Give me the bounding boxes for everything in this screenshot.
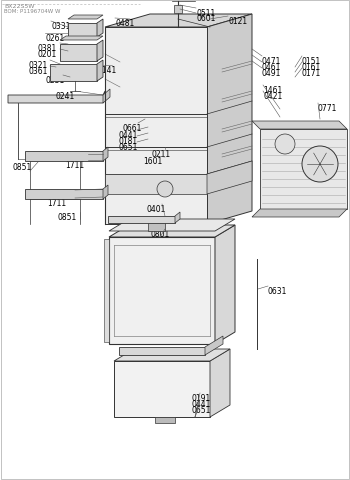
Circle shape xyxy=(275,135,295,155)
Text: 0141: 0141 xyxy=(97,66,116,75)
Polygon shape xyxy=(8,92,105,104)
Polygon shape xyxy=(60,45,97,62)
Text: 0661: 0661 xyxy=(122,124,141,133)
Text: 0261: 0261 xyxy=(45,34,64,43)
Text: 0831: 0831 xyxy=(65,155,84,164)
Polygon shape xyxy=(103,90,110,104)
Text: 0321: 0321 xyxy=(28,61,47,70)
Text: 1711: 1711 xyxy=(47,199,66,207)
Polygon shape xyxy=(260,130,347,210)
Polygon shape xyxy=(97,41,103,62)
Text: 0231: 0231 xyxy=(45,76,64,85)
Polygon shape xyxy=(114,349,230,361)
Polygon shape xyxy=(175,213,180,224)
Polygon shape xyxy=(207,162,252,194)
Polygon shape xyxy=(25,190,103,200)
Text: 1461: 1461 xyxy=(263,86,282,95)
Polygon shape xyxy=(103,148,108,162)
Text: BOM: P1196704W W: BOM: P1196704W W xyxy=(4,9,61,14)
Text: 0331: 0331 xyxy=(51,22,70,31)
Text: 0601: 0601 xyxy=(196,14,215,23)
Polygon shape xyxy=(155,417,175,423)
Text: 0201: 0201 xyxy=(37,50,56,59)
Polygon shape xyxy=(109,219,235,231)
Polygon shape xyxy=(252,122,347,130)
Circle shape xyxy=(302,147,338,182)
Polygon shape xyxy=(105,28,207,225)
Text: 0851: 0851 xyxy=(12,163,31,172)
Polygon shape xyxy=(205,336,223,355)
Polygon shape xyxy=(207,15,252,225)
Polygon shape xyxy=(68,24,97,38)
Circle shape xyxy=(157,181,173,198)
Text: 0241: 0241 xyxy=(55,92,74,101)
Text: 0401: 0401 xyxy=(146,204,166,214)
Text: 0441: 0441 xyxy=(118,131,137,140)
Text: 0511: 0511 xyxy=(196,9,215,18)
Polygon shape xyxy=(210,349,230,417)
Polygon shape xyxy=(148,224,165,231)
Text: 0151: 0151 xyxy=(302,57,321,66)
Text: 0461: 0461 xyxy=(262,63,281,72)
Text: 0121: 0121 xyxy=(228,17,247,26)
Text: BX22S5W: BX22S5W xyxy=(4,4,34,9)
Text: 0191: 0191 xyxy=(191,393,210,402)
Polygon shape xyxy=(68,16,103,20)
Text: 0211: 0211 xyxy=(151,150,170,159)
Text: 0841: 0841 xyxy=(47,191,66,200)
Text: 0381: 0381 xyxy=(37,44,56,53)
Text: 0491: 0491 xyxy=(262,69,281,78)
Text: 0471: 0471 xyxy=(262,57,281,66)
Text: 0441: 0441 xyxy=(191,399,210,408)
Text: 0171: 0171 xyxy=(302,69,321,78)
Text: 0181: 0181 xyxy=(118,137,137,146)
Polygon shape xyxy=(25,152,103,162)
Text: 0771: 0771 xyxy=(318,104,337,113)
Polygon shape xyxy=(104,240,109,342)
Polygon shape xyxy=(215,226,235,344)
Text: 0161: 0161 xyxy=(302,63,321,72)
Text: 0361: 0361 xyxy=(28,67,47,76)
Polygon shape xyxy=(119,347,205,355)
Text: 0651: 0651 xyxy=(191,405,210,414)
Text: 0631: 0631 xyxy=(268,287,287,295)
Text: 0421: 0421 xyxy=(263,92,282,101)
Text: 1601: 1601 xyxy=(143,156,162,166)
Polygon shape xyxy=(120,40,222,216)
Polygon shape xyxy=(97,20,103,38)
Text: 0481: 0481 xyxy=(115,19,134,28)
Polygon shape xyxy=(109,238,215,344)
Polygon shape xyxy=(108,216,175,224)
Text: 0801: 0801 xyxy=(150,229,169,239)
Text: 0651: 0651 xyxy=(118,143,137,152)
Polygon shape xyxy=(174,6,182,14)
Polygon shape xyxy=(60,37,103,41)
Polygon shape xyxy=(97,61,103,82)
Polygon shape xyxy=(105,15,252,28)
Text: 1711: 1711 xyxy=(65,161,84,169)
Text: 0851: 0851 xyxy=(57,213,76,222)
Polygon shape xyxy=(103,186,108,200)
Polygon shape xyxy=(252,210,347,217)
Polygon shape xyxy=(105,175,207,194)
Polygon shape xyxy=(50,65,97,82)
Polygon shape xyxy=(114,361,210,417)
Polygon shape xyxy=(109,226,235,238)
